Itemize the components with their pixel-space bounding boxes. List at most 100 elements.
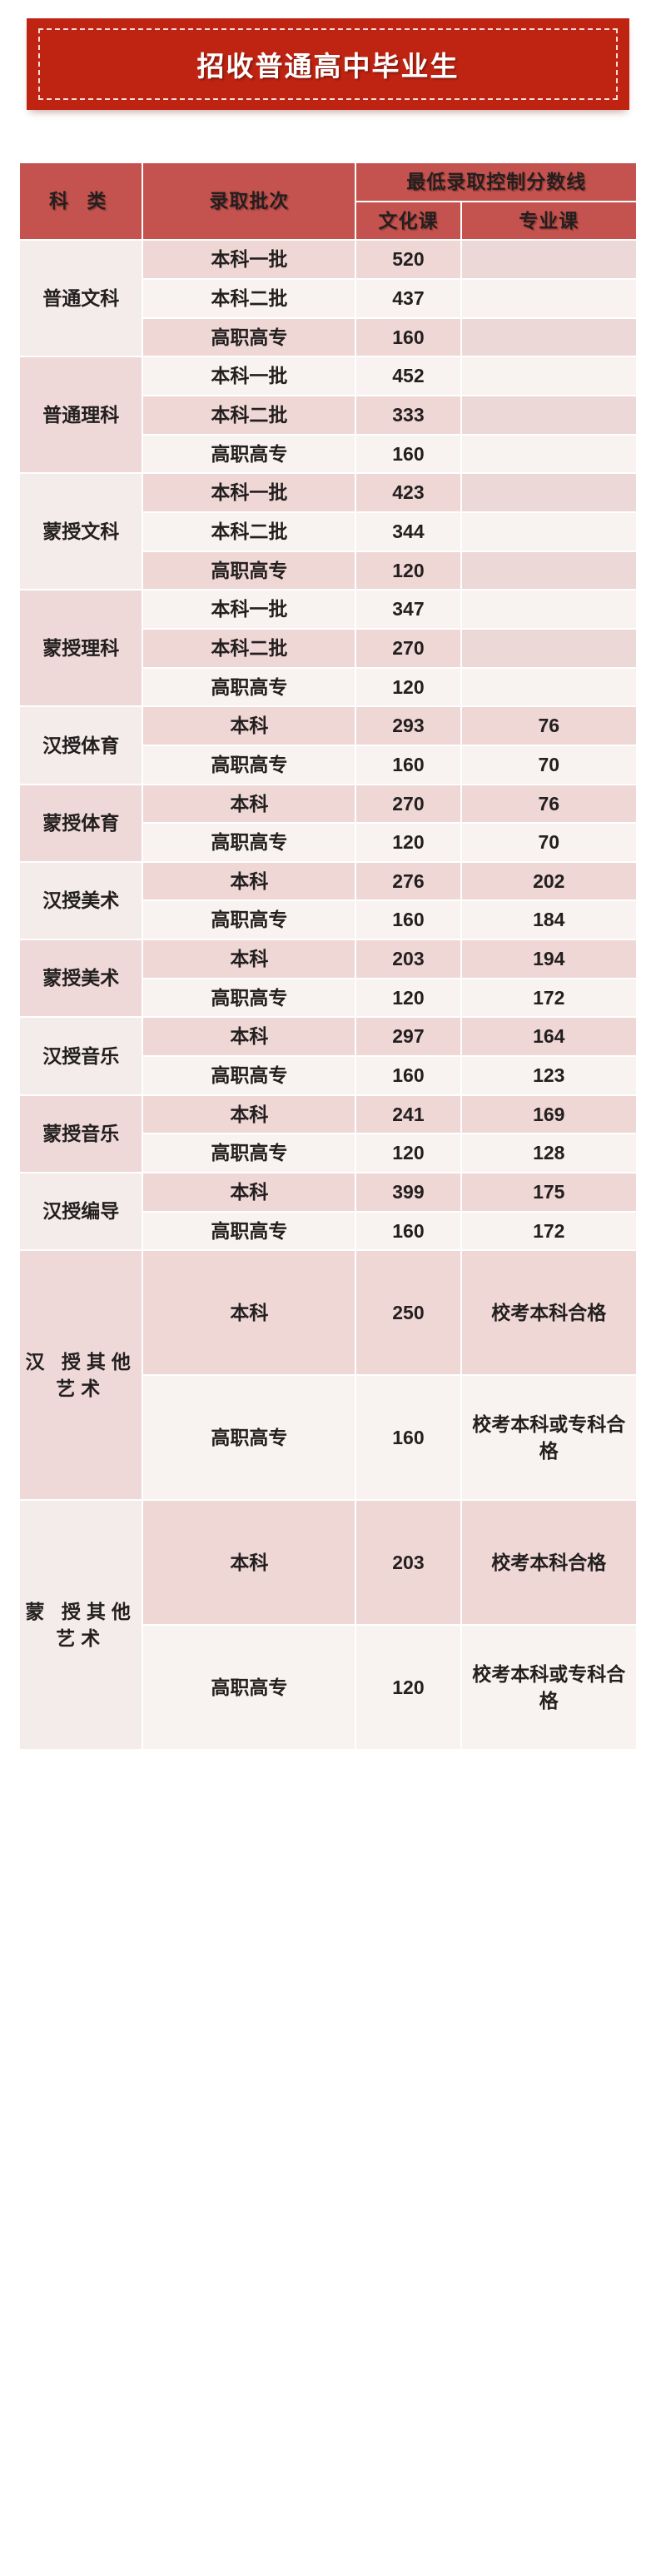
column-header-major: 专业课	[460, 200, 638, 242]
major-score-cell: 70	[460, 744, 638, 785]
major-score-cell: 校考本科或专科合格	[460, 1624, 638, 1751]
table-row: 蒙授文科 本科一批 423	[17, 472, 638, 591]
culture-score-cell: 399	[355, 1172, 462, 1213]
culture-score-cell: 120	[355, 977, 462, 1019]
culture-score-cell: 160	[355, 1055, 462, 1096]
culture-score-cell: 250	[355, 1249, 462, 1377]
major-score-cell	[460, 472, 638, 513]
title-banner: 招收普通高中毕业生	[27, 18, 629, 110]
table-row: 本科二批 344	[19, 511, 638, 552]
major-score-cell: 194	[460, 939, 638, 979]
batch-cell: 本科	[142, 1499, 357, 1627]
major-score-cell	[460, 316, 638, 358]
table-header: 科 类 录取批次 最低录取控制分数线 文化课 专业课	[17, 161, 638, 242]
category-cell: 普通文科	[17, 239, 144, 358]
column-header-category: 科 类	[17, 161, 144, 242]
culture-score-cell: 293	[355, 705, 462, 746]
table-row: 汉授美术 本科 276 202	[17, 860, 638, 941]
batch-cell: 高职高专	[142, 1624, 357, 1751]
major-score-cell: 校考本科合格	[460, 1249, 638, 1377]
culture-score-cell: 270	[355, 783, 462, 825]
major-score-cell	[460, 511, 638, 552]
culture-score-cell: 120	[355, 822, 462, 863]
category-cell: 蒙 授其他艺术	[17, 1499, 144, 1751]
major-score-cell	[460, 356, 638, 396]
major-score-cell	[460, 589, 638, 630]
culture-score-cell: 276	[355, 860, 462, 902]
table-row: 高职高专 160 70	[19, 744, 638, 785]
column-header-batch: 录取批次	[142, 161, 357, 242]
batch-cell: 高职高专	[142, 666, 357, 708]
major-score-cell: 76	[460, 705, 638, 746]
batch-cell: 本科一批	[142, 472, 357, 513]
batch-cell: 本科	[142, 1249, 357, 1377]
culture-score-cell: 297	[355, 1016, 462, 1058]
batch-cell: 高职高专	[142, 744, 357, 785]
batch-cell: 高职高专	[142, 1374, 357, 1502]
batch-cell: 本科二批	[142, 394, 357, 436]
category-cell: 蒙授美术	[17, 939, 144, 1019]
major-score-cell	[460, 627, 638, 669]
table-row: 高职高专 160 123	[19, 1055, 638, 1096]
category-cell: 蒙授文科	[17, 472, 144, 591]
major-score-cell: 175	[460, 1172, 638, 1213]
table-row: 蒙授理科 本科一批 347	[17, 589, 638, 708]
category-cell: 汉授音乐	[17, 1016, 144, 1096]
major-score-cell: 164	[460, 1016, 638, 1058]
major-score-cell: 校考本科或专科合格	[460, 1374, 638, 1502]
batch-cell: 高职高专	[142, 1210, 357, 1252]
table-row: 高职高专 160	[19, 433, 638, 475]
batch-cell: 高职高专	[142, 433, 357, 475]
culture-score-cell: 347	[355, 589, 462, 630]
batch-cell: 本科一批	[142, 589, 357, 630]
table-row: 高职高专 120 172	[19, 977, 638, 1019]
culture-score-cell: 120	[355, 1624, 462, 1751]
batch-cell: 本科	[142, 939, 357, 979]
major-score-cell: 184	[460, 899, 638, 941]
major-score-cell	[460, 394, 638, 436]
category-cell: 蒙授理科	[17, 589, 144, 708]
major-score-cell: 123	[460, 1055, 638, 1096]
culture-score-cell: 120	[355, 666, 462, 708]
category-cell: 汉授编导	[17, 1172, 144, 1252]
table-row: 汉 授其他艺术 本科 250 校考本科合格	[17, 1249, 638, 1502]
table-row: 高职高专 120 70	[19, 822, 638, 863]
major-score-cell	[460, 277, 638, 319]
culture-score-cell: 160	[355, 1374, 462, 1502]
table-header-row-2: 文化课 专业课	[19, 200, 638, 242]
table-row: 高职高专 120	[19, 550, 638, 591]
batch-cell: 高职高专	[142, 1055, 357, 1096]
culture-score-cell: 270	[355, 627, 462, 669]
batch-cell: 本科二批	[142, 277, 357, 319]
column-header-culture: 文化课	[355, 200, 462, 242]
major-score-cell: 202	[460, 860, 638, 902]
culture-score-cell: 203	[355, 1499, 462, 1627]
banner-container: 招收普通高中毕业生	[0, 0, 656, 110]
batch-cell: 高职高专	[142, 899, 357, 941]
major-score-cell: 128	[460, 1133, 638, 1174]
table-row: 汉授编导 本科 399 175	[17, 1172, 638, 1252]
batch-cell: 本科	[142, 1094, 357, 1135]
table-row: 蒙授音乐 本科 241 169	[17, 1094, 638, 1174]
category-cell: 汉授美术	[17, 860, 144, 941]
major-score-cell: 172	[460, 1210, 638, 1252]
admission-score-table: 科 类 录取批次 最低录取控制分数线 文化课 专业课 普通文科 本科一批 520 本科…	[17, 161, 638, 1751]
table-row: 本科二批 270	[19, 627, 638, 669]
category-cell: 蒙授音乐	[17, 1094, 144, 1174]
batch-cell: 高职高专	[142, 1133, 357, 1174]
culture-score-cell: 160	[355, 316, 462, 358]
batch-cell: 本科	[142, 783, 357, 825]
batch-cell: 本科	[142, 860, 357, 902]
score-table-container: 科 类 录取批次 最低录取控制分数线 文化课 专业课 普通文科 本科一批 520 本科…	[0, 110, 656, 1772]
category-cell: 普通理科	[17, 356, 144, 475]
major-score-cell	[460, 666, 638, 708]
culture-score-cell: 160	[355, 1210, 462, 1252]
culture-score-cell: 437	[355, 277, 462, 319]
culture-score-cell: 160	[355, 433, 462, 475]
page-title: 招收普通高中毕业生	[196, 51, 460, 82]
batch-cell: 本科一批	[142, 239, 357, 280]
batch-cell: 高职高专	[142, 550, 357, 591]
major-score-cell	[460, 239, 638, 280]
table-row: 高职高专 160	[19, 316, 638, 358]
major-score-cell	[460, 433, 638, 475]
